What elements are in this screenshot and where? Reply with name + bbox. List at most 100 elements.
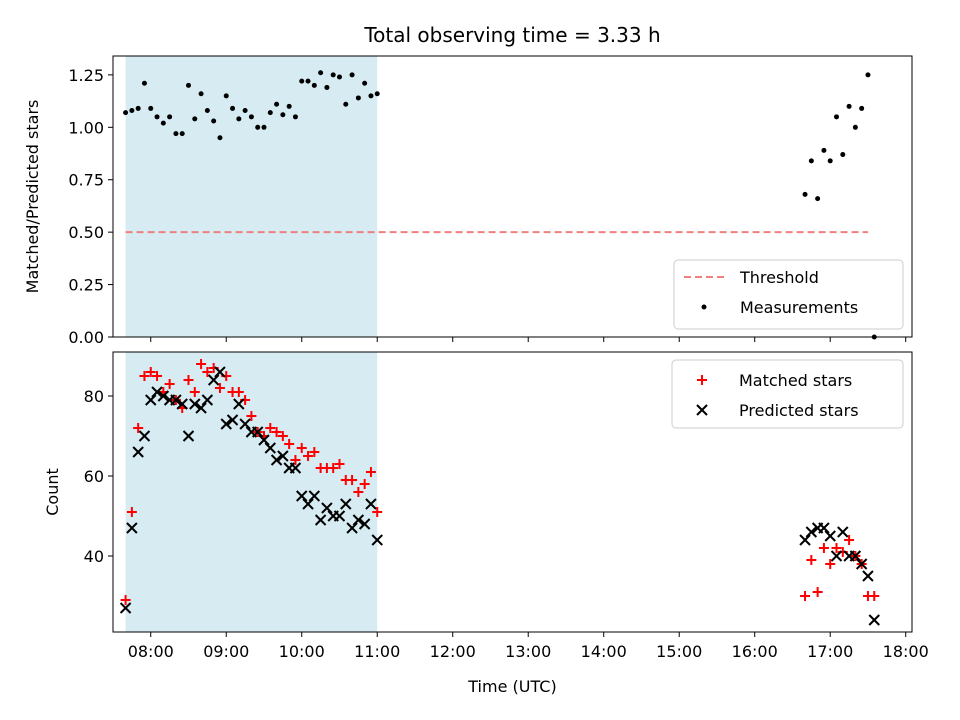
x-b	[824, 530, 836, 542]
measurement-point	[330, 72, 336, 78]
x-b	[258, 434, 270, 446]
matched-point	[214, 383, 225, 393]
measurement-point	[236, 116, 242, 122]
x-tick-label: 11:00	[354, 642, 400, 661]
predicted-point	[126, 522, 138, 534]
y-tick-label: 0.00	[68, 328, 104, 347]
x-b	[195, 402, 207, 414]
measurement-point	[821, 147, 827, 153]
predicted-point	[333, 510, 346, 522]
predicted-point	[289, 462, 302, 474]
legend-predicted-swatch	[696, 404, 708, 416]
y-tick-label: 0.50	[68, 223, 104, 242]
legend-matched-label: Matched stars	[739, 371, 852, 390]
measurement-point	[123, 110, 129, 116]
matched-point	[183, 375, 194, 385]
predicted-point	[239, 418, 251, 430]
predicted-point	[151, 386, 163, 398]
measurement-point	[135, 105, 141, 111]
measurement-point	[336, 74, 342, 80]
matched-point	[347, 475, 358, 485]
matched-point	[825, 559, 836, 569]
matched-point	[372, 507, 383, 517]
x-tick-label: 12:00	[430, 642, 476, 661]
measurement-point	[167, 114, 173, 120]
predicted-point	[824, 530, 836, 542]
matched-point	[233, 387, 244, 397]
matched-point	[844, 535, 855, 545]
measurement-point	[204, 108, 210, 114]
predicted-point	[251, 426, 264, 438]
top-x-ticks	[150, 337, 907, 342]
legend-measurements-label: Measurements	[740, 298, 858, 317]
x-b	[289, 462, 302, 474]
x-b	[220, 418, 232, 430]
measurement-point	[223, 93, 229, 99]
predicted-point	[233, 398, 245, 410]
predicted-point	[818, 522, 830, 534]
predicted-point	[119, 602, 132, 614]
measurement-point	[148, 105, 154, 111]
x-b	[358, 518, 371, 530]
chart-title: Total observing time = 3.33 h	[363, 23, 660, 47]
measurement-point	[179, 131, 185, 137]
matched-point	[359, 479, 370, 489]
legend-plus-marker	[697, 375, 707, 385]
matched-point	[133, 423, 144, 433]
predicted-point	[862, 570, 874, 582]
x-b	[696, 404, 708, 416]
legend-predicted-label: Predicted stars	[739, 401, 859, 420]
bottom-y-ticks: 40 60 80	[84, 387, 113, 566]
predicted-point	[182, 430, 195, 442]
matched-point	[126, 507, 137, 517]
x-b	[333, 510, 346, 522]
predicted-point	[220, 418, 232, 430]
predicted-point	[837, 526, 849, 538]
matched-point	[277, 431, 288, 441]
measurement-point	[368, 93, 374, 99]
x-b	[818, 522, 830, 534]
x-b	[157, 390, 170, 402]
x-b	[862, 570, 874, 582]
measurement-point	[374, 91, 380, 97]
measurement-point	[280, 112, 286, 118]
x-axis-label: Time (UTC)	[467, 677, 556, 696]
x-tick-label: 18:00	[883, 642, 929, 661]
matched-point	[271, 427, 282, 437]
measurement-point	[292, 114, 298, 120]
matched-point	[202, 367, 213, 377]
predicted-point	[277, 450, 289, 462]
measurement-point	[217, 135, 223, 141]
measurements-series	[123, 70, 877, 340]
top-y-ticks: 0.00 0.25 0.50 0.75 1.00 1.25	[68, 66, 113, 347]
measurement-point	[267, 110, 273, 116]
measurement-point	[305, 78, 311, 84]
predicted-point	[868, 614, 880, 626]
matched-point	[818, 543, 829, 553]
x-b	[270, 454, 283, 466]
x-tick-label: 17:00	[807, 642, 853, 661]
bottom-legend-box	[671, 359, 904, 429]
measurement-point	[815, 196, 821, 202]
matched-point	[365, 467, 376, 477]
x-b	[340, 498, 352, 510]
y-tick-label: 0.25	[68, 276, 104, 295]
predicted-point	[195, 402, 207, 414]
x-b	[233, 398, 245, 410]
predicted-point	[365, 498, 377, 510]
x-b	[365, 498, 377, 510]
measurement-point	[318, 70, 324, 76]
predicted-stars-series	[119, 366, 880, 626]
x-b	[799, 534, 811, 546]
x-tick-label: 10:00	[279, 642, 325, 661]
x-b	[346, 522, 358, 534]
x-tick-label: 08:00	[128, 642, 174, 661]
measurement-point	[355, 95, 361, 101]
predicted-point	[170, 394, 182, 406]
measurement-point	[286, 103, 292, 109]
x-b	[308, 490, 321, 502]
measurement-point	[230, 105, 236, 111]
x-b	[805, 526, 818, 538]
measurement-point	[129, 108, 135, 114]
predicted-point	[145, 394, 157, 406]
